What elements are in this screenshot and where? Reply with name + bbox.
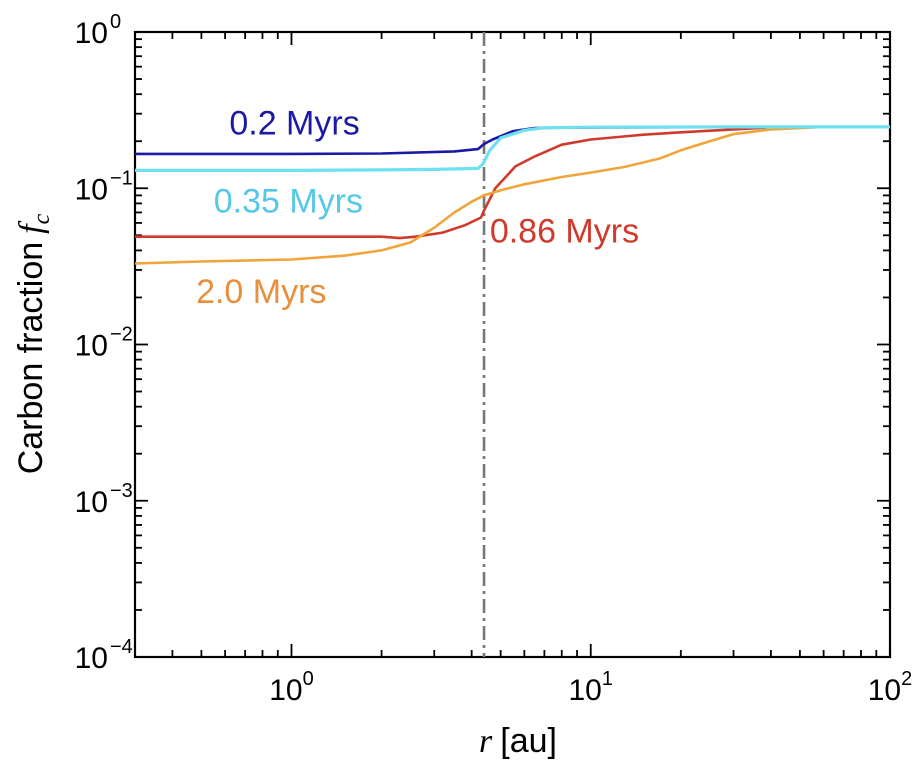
y-tick-label: 10 −1 [75,167,133,206]
series-annotation: 2.0 Myrs [196,273,326,311]
x-tick-label: 102 [868,668,913,707]
tick-base: 10 [269,674,302,707]
series-annotation: 0.2 Myrs [229,105,359,143]
tick-exponent: −2 [110,324,133,346]
tick-exponent: −4 [110,636,133,658]
tick-exponent: 1 [602,668,613,690]
tick-base: 10 [75,17,108,50]
tick-exponent: −3 [110,480,133,502]
y-axis-label: Carbon fractionfc [12,213,55,474]
tick-base: 10 [868,674,901,707]
y-axis-text: Carbon fraction [12,242,50,474]
x-tick-label: 101 [568,668,613,707]
y-tick-label: 10 −3 [75,480,133,519]
tick-base: 10 [75,642,108,675]
tick-base: 10 [75,173,108,206]
y-tick-label: 10 0 [75,11,122,50]
series-line-2-0-myrs [134,125,890,265]
tick-exponent: 0 [110,11,121,33]
series-annotation: 0.35 Myrs [214,182,363,220]
tick-exponent: 0 [303,668,314,690]
series-lines [134,125,890,265]
tick-base: 10 [75,486,108,519]
series-annotation: 0.86 Myrs [490,212,639,250]
series-line-0-35-myrs [135,125,890,172]
tick-base: 10 [568,674,601,707]
y-tick-label: 10 −2 [75,324,133,363]
tick-base: 10 [75,330,108,363]
series-line-0-86-myrs [135,125,890,240]
x-axis-unit: [au] [500,722,557,760]
tick-exponent: 2 [901,668,912,690]
x-tick-label: 100 [269,668,314,707]
axis-ticks [134,31,891,658]
tick-exponent: −1 [110,167,133,189]
y-tick-label: 10 −4 [75,636,133,675]
series-annotations: 0.2 Myrs 0.35 Myrs 0.86 Myrs 2.0 Myrs [196,105,639,311]
y-axis-subscript: c [29,213,55,224]
x-axis-label: r [au] [479,722,557,760]
x-axis-variable: r [479,723,493,760]
